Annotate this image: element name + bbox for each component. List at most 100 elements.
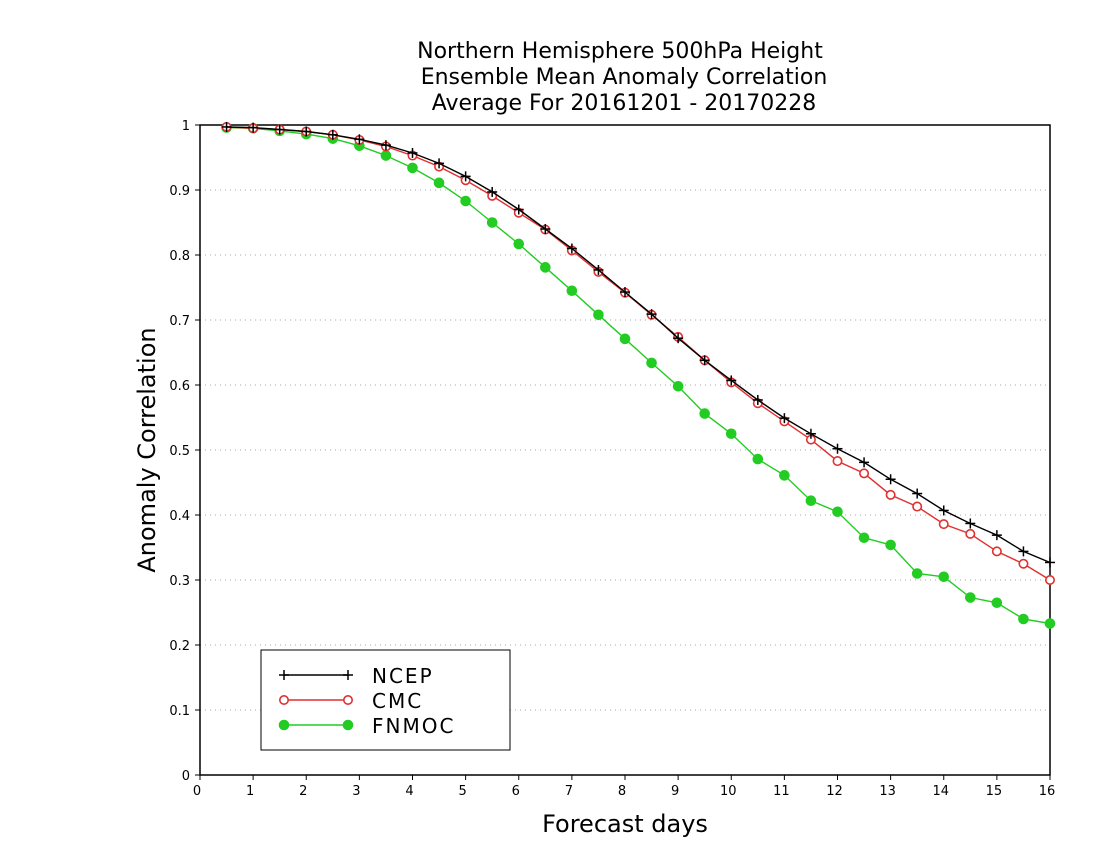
- chart-title: Northern Hemisphere 500hPa Height Ensemb…: [417, 39, 827, 116]
- y-tick-label: 0.9: [169, 184, 190, 199]
- data-point-fnmoc: [725, 428, 737, 440]
- series-line-ncep: [226, 126, 1051, 564]
- legend-sample-ncep: [279, 670, 353, 680]
- data-point-fnmoc: [779, 470, 790, 481]
- data-point-fnmoc: [1018, 613, 1029, 625]
- data-point-ncep: [566, 243, 577, 254]
- data-point-ncep: [354, 134, 365, 145]
- legend-marker-ncep: [279, 670, 289, 680]
- data-point-ncep: [593, 264, 604, 275]
- data-point-ncep: [620, 287, 630, 298]
- legend-sample-fnmoc: [278, 719, 354, 731]
- data-point-ncep: [460, 171, 471, 182]
- x-tick-label: 3: [352, 784, 360, 799]
- data-point-ncep: [912, 488, 923, 499]
- data-point-fnmoc: [885, 539, 896, 551]
- y-tick-label: 0.1: [169, 704, 190, 719]
- data-point-ncep: [699, 355, 710, 366]
- data-point-fnmoc: [646, 357, 657, 369]
- data-point-fnmoc: [938, 571, 950, 583]
- series-layer: [221, 121, 1056, 629]
- legend-label-ncep: NCEP: [372, 664, 434, 688]
- legend-marker-ncep: [343, 670, 353, 680]
- x-tick-label: 9: [671, 784, 679, 799]
- data-point-ncep: [805, 428, 816, 439]
- y-tick-label: 1: [182, 119, 190, 134]
- data-point-fnmoc: [1044, 618, 1056, 629]
- data-point-fnmoc: [858, 532, 870, 544]
- x-tick-label: 16: [1039, 784, 1056, 799]
- x-tick-label: 4: [405, 784, 413, 799]
- data-point-fnmoc: [619, 333, 631, 345]
- x-tick-label: 10: [720, 784, 737, 799]
- y-tick-label: 0: [182, 769, 190, 784]
- data-point-cmc: [885, 489, 896, 500]
- legend-samples: [278, 670, 354, 731]
- series-ncep: [221, 121, 1055, 568]
- data-point-cmc: [991, 546, 1002, 557]
- y-tick-label: 0.7: [169, 314, 190, 329]
- data-point-cmc: [1018, 558, 1029, 569]
- data-point-fnmoc: [805, 495, 817, 507]
- x-tick-label: 15: [986, 784, 1003, 799]
- data-point-ncep: [327, 129, 338, 140]
- data-point-ncep: [221, 121, 232, 132]
- data-point-fnmoc: [832, 506, 843, 518]
- data-point-ncep: [434, 158, 445, 169]
- data-point-fnmoc: [513, 238, 525, 250]
- data-point-fnmoc: [911, 568, 923, 579]
- data-point-fnmoc: [991, 597, 1003, 609]
- x-tick-label: 7: [565, 784, 573, 799]
- x-tick-label: 11: [773, 784, 790, 799]
- x-tick-label: 1: [246, 784, 254, 799]
- x-tick-label: 2: [299, 784, 307, 799]
- data-point-fnmoc: [965, 592, 976, 603]
- y-tick-label: 0.4: [169, 509, 190, 524]
- series-line-cmc: [226, 126, 1051, 581]
- data-point-ncep: [832, 443, 843, 454]
- data-point-fnmoc: [433, 177, 445, 189]
- data-point-ncep: [1018, 546, 1029, 557]
- data-point-ncep: [380, 140, 391, 151]
- data-point-ncep: [885, 474, 896, 485]
- x-tick-label: 13: [879, 784, 896, 799]
- x-tick-label: 12: [826, 784, 843, 799]
- data-point-fnmoc: [752, 453, 764, 465]
- y-axis-label: Anomaly Correlation: [133, 327, 161, 572]
- legend-sample-cmc: [278, 694, 353, 705]
- legend-marker-cmc: [342, 694, 353, 705]
- series-cmc: [221, 121, 1056, 585]
- data-point-cmc: [938, 519, 949, 530]
- grid-lines: [200, 189, 1050, 711]
- x-tick-label: 5: [458, 784, 466, 799]
- series-fnmoc: [221, 122, 1056, 629]
- data-point-fnmoc: [566, 285, 578, 297]
- data-point-fnmoc: [380, 150, 392, 161]
- data-point-ncep: [991, 530, 1002, 541]
- legend-label-cmc: CMC: [372, 689, 423, 713]
- data-point-ncep: [646, 309, 657, 320]
- legend-marker-fnmoc: [342, 719, 354, 731]
- data-point-ncep: [1045, 557, 1055, 568]
- data-point-fnmoc: [460, 195, 471, 207]
- data-point-ncep: [726, 375, 737, 386]
- data-point-cmc: [912, 501, 923, 512]
- data-point-ncep: [752, 394, 763, 405]
- title-line-1: Northern Hemisphere 500hPa Height: [417, 39, 823, 64]
- x-axis-label: Forecast days: [542, 810, 708, 838]
- data-point-cmc: [859, 468, 870, 479]
- y-tick-label: 0.6: [169, 379, 190, 394]
- data-point-ncep: [274, 124, 285, 135]
- x-tick-label: 0: [193, 784, 201, 799]
- y-tick-label: 0.2: [169, 639, 190, 654]
- data-point-ncep: [938, 505, 949, 516]
- data-point-ncep: [859, 457, 870, 468]
- data-point-fnmoc: [699, 408, 710, 419]
- data-point-ncep: [965, 518, 976, 529]
- data-point-ncep: [487, 186, 498, 197]
- data-point-cmc: [832, 456, 843, 467]
- y-tick-label: 0.8: [169, 249, 190, 264]
- title-line-2: Ensemble Mean Anomaly Correlation: [421, 65, 828, 90]
- x-tick-label: 14: [932, 784, 949, 799]
